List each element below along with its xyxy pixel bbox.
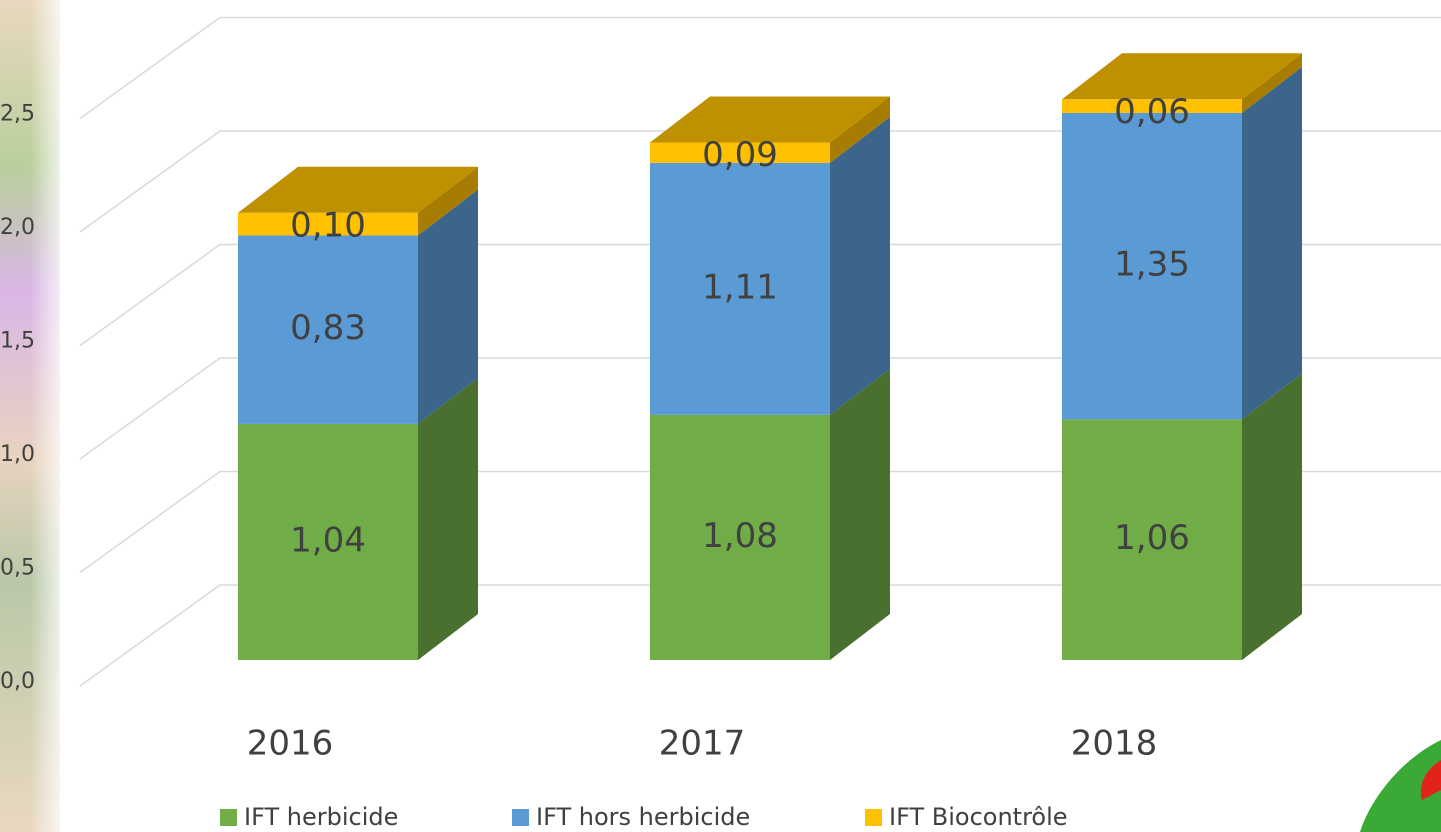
- value-label: 1,08: [702, 516, 778, 556]
- chart: 0,0 0,5 1,0 1,5 2,0 2,5 1,04 0,83 0,10 2016 1,08 1,…: [0, 0, 1441, 832]
- y-tick-label: 1,5: [0, 329, 35, 354]
- legend-swatch: [865, 809, 882, 826]
- legend-label: IFT Biocontrôle: [889, 803, 1068, 831]
- y-tick-label: 1,0: [0, 442, 35, 467]
- x-tick-label: 2018: [1071, 724, 1158, 764]
- bar-side: [830, 369, 890, 660]
- y-tick-label: 2,5: [0, 102, 35, 127]
- value-label: 1,04: [290, 520, 366, 560]
- x-tick-label: 2016: [247, 724, 334, 764]
- legend-swatch: [220, 809, 237, 826]
- value-label: 1,35: [1114, 245, 1190, 285]
- value-label: 0,10: [290, 205, 366, 245]
- value-label: 1,06: [1114, 518, 1190, 558]
- value-label: 1,11: [702, 267, 778, 307]
- bar-side: [1242, 67, 1302, 419]
- legend-label: IFT hors herbicide: [536, 803, 750, 831]
- bar-side: [830, 117, 890, 415]
- value-label: 0,83: [290, 308, 366, 348]
- legend-label: IFT herbicide: [244, 803, 398, 831]
- value-label: 0,09: [702, 135, 778, 175]
- y-tick-label: 0,0: [0, 669, 35, 694]
- background-fade: [30, 0, 70, 832]
- y-tick-label: 0,5: [0, 556, 35, 581]
- value-label: 0,06: [1114, 92, 1190, 132]
- x-tick-label: 2017: [659, 724, 746, 764]
- y-tick-label: 2,0: [0, 215, 35, 240]
- legend-swatch: [512, 809, 529, 826]
- bar-side: [1242, 373, 1302, 660]
- bar-side: [418, 378, 478, 660]
